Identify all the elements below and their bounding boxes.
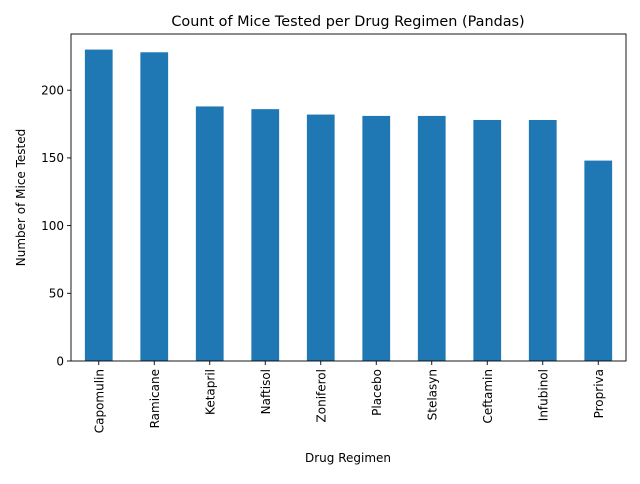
y-tick-label: 200 [41,83,64,97]
bar-infubinol [528,119,557,361]
bar-ketapril [195,106,224,361]
x-axis-label: Drug Regimen [305,451,391,465]
y-axis: 0 50 100 150 200 [41,83,71,368]
x-tick-label: Stelasyn [425,369,439,420]
bar-zoniferol [306,114,335,361]
x-tick-label: Naftisol [259,369,273,414]
bar-ramicane [140,52,169,361]
x-tick-label: Ceftamin [481,369,495,423]
bar-stelasyn [417,115,446,362]
x-axis: Capomulin Ramicane Ketapril Naftisol Zonifer… [92,361,606,433]
bar-naftisol [251,109,280,361]
y-tick-label: 0 [56,354,64,368]
bar-placebo [362,115,391,362]
x-tick-label: Placebo [370,369,384,416]
x-tick-label: Ketapril [203,369,217,415]
x-tick-label: Zoniferol [314,369,328,422]
y-tick-label: 150 [41,151,64,165]
bar-ceftamin [473,119,502,361]
y-tick-label: 50 [49,287,64,301]
x-tick-label: Capomulin [92,369,106,433]
y-tick-label: 100 [41,219,64,233]
x-tick-label: Infubinol [536,369,550,421]
bar-capomulin [84,49,113,361]
x-tick-label: Ramicane [148,369,162,428]
bars-group [84,49,613,362]
x-tick-label: Propriva [592,369,606,418]
y-axis-label: Number of Mice Tested [14,129,28,267]
plot-frame [70,33,627,362]
chart-title: Count of Mice Tested per Drug Regimen (P… [171,14,524,30]
bar-propriva [584,160,613,361]
